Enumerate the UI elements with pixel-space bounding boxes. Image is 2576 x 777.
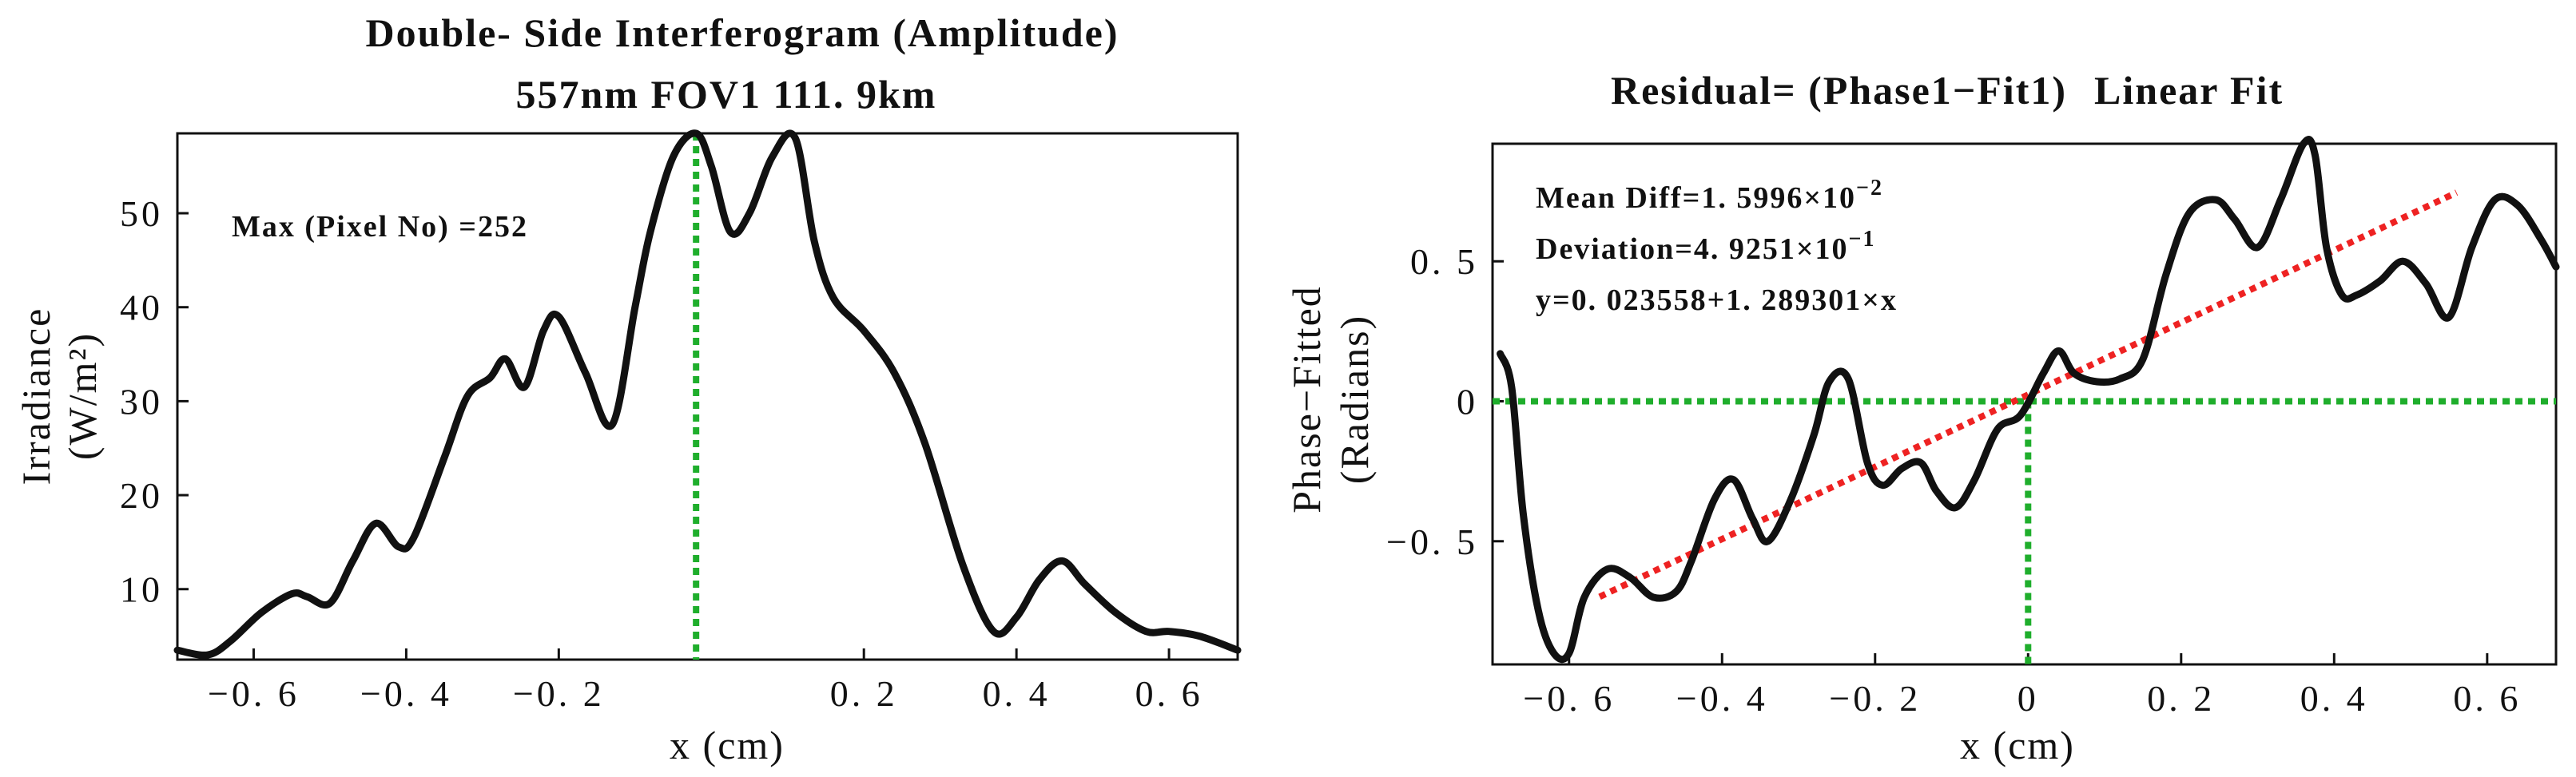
right-x-tick-label: −0. 4 xyxy=(1676,678,1768,719)
left-y-axis: 10 20 30 40 50 xyxy=(120,193,189,610)
left-y-axis-label: Irradiance xyxy=(14,307,58,486)
left-x-tick-label: 0. 4 xyxy=(983,673,1051,714)
left-x-axis: −0. 6 −0. 4 −0. 2 0. 2 0. 4 0. 6 xyxy=(208,648,1203,714)
max-pixel-annotation: Max (Pixel No) =252 xyxy=(232,210,528,244)
left-plot-frame xyxy=(176,132,1239,661)
mean-diff-annotation: Mean Diff=1. 5996×10−2 xyxy=(1536,176,1883,215)
right-x-tick-label: 0. 2 xyxy=(2147,678,2215,719)
left-y-tick-label: 10 xyxy=(120,569,163,610)
linear-fit-line xyxy=(1598,189,2459,600)
right-y-axis: 0. 5 0 −0. 5 xyxy=(1386,241,1504,562)
left-x-axis-label: x (cm) xyxy=(670,723,785,767)
residual-curve xyxy=(1497,136,2560,664)
residual-chart: Residual= (Phase1−Fit1) Linear Fit 0. 50… xyxy=(1284,68,2560,767)
fit-equation-annotation: y=0. 023558+1. 289301×x xyxy=(1536,283,1898,317)
right-y-axis-label: Phase−Fitted xyxy=(1284,285,1329,513)
right-y-tick-label: 0. 5 xyxy=(1410,241,1478,282)
left-y-tick-label: 20 xyxy=(120,475,163,516)
mean-diff-text: Mean Diff=1. 5996×10 xyxy=(1536,181,1856,215)
left-y-axis-unit: (W/m²) xyxy=(60,332,105,460)
left-x-tick-label: −0. 2 xyxy=(513,673,605,714)
left-title-line1: Double- Side Interferogram (Amplitude) xyxy=(365,10,1119,55)
right-x-axis-label: x (cm) xyxy=(1960,723,2075,767)
interferogram-chart: Double- Side Interferogram (Amplitude) 5… xyxy=(14,10,1242,767)
right-x-tick-label: −0. 2 xyxy=(1829,678,1921,719)
right-x-axis: −0. 6 −0. 4 −0. 2 0 0. 2 0. 4 0. 6 xyxy=(1523,653,2521,719)
right-x-tick-label: 0. 4 xyxy=(2300,678,2368,719)
left-x-tick-label: 0. 6 xyxy=(1135,673,1203,714)
deviation-annotation: Deviation=4. 9251×10−1 xyxy=(1536,227,1876,266)
right-title-prefix: Residual= (Phase1−Fit1) xyxy=(1611,68,2067,113)
interferogram-curve xyxy=(173,129,1242,659)
right-y-tick-label: 0 xyxy=(1457,381,1478,422)
left-x-tick-label: 0. 2 xyxy=(830,673,898,714)
right-x-tick-label: −0. 6 xyxy=(1523,678,1615,719)
right-y-axis-unit: (Radians) xyxy=(1332,315,1377,484)
left-y-tick-label: 40 xyxy=(120,287,163,328)
deviation-exponent: −1 xyxy=(1849,227,1876,252)
left-x-tick-label: −0. 6 xyxy=(208,673,300,714)
mean-diff-exponent: −2 xyxy=(1856,176,1883,200)
left-y-tick-label: 50 xyxy=(120,193,163,234)
right-x-tick-label: 0 xyxy=(2017,678,2039,719)
right-title-suffix: Linear Fit xyxy=(2094,68,2284,113)
left-title-line2: 557nm FOV1 111. 9km xyxy=(516,72,937,117)
left-y-tick-label: 30 xyxy=(120,381,163,422)
right-x-tick-label: 0. 6 xyxy=(2453,678,2521,719)
right-title: Residual= (Phase1−Fit1) Linear Fit xyxy=(1611,68,2284,113)
right-y-tick-label: −0. 5 xyxy=(1386,521,1478,562)
left-x-tick-label: −0. 4 xyxy=(360,673,452,714)
deviation-text: Deviation=4. 9251×10 xyxy=(1536,232,1849,266)
